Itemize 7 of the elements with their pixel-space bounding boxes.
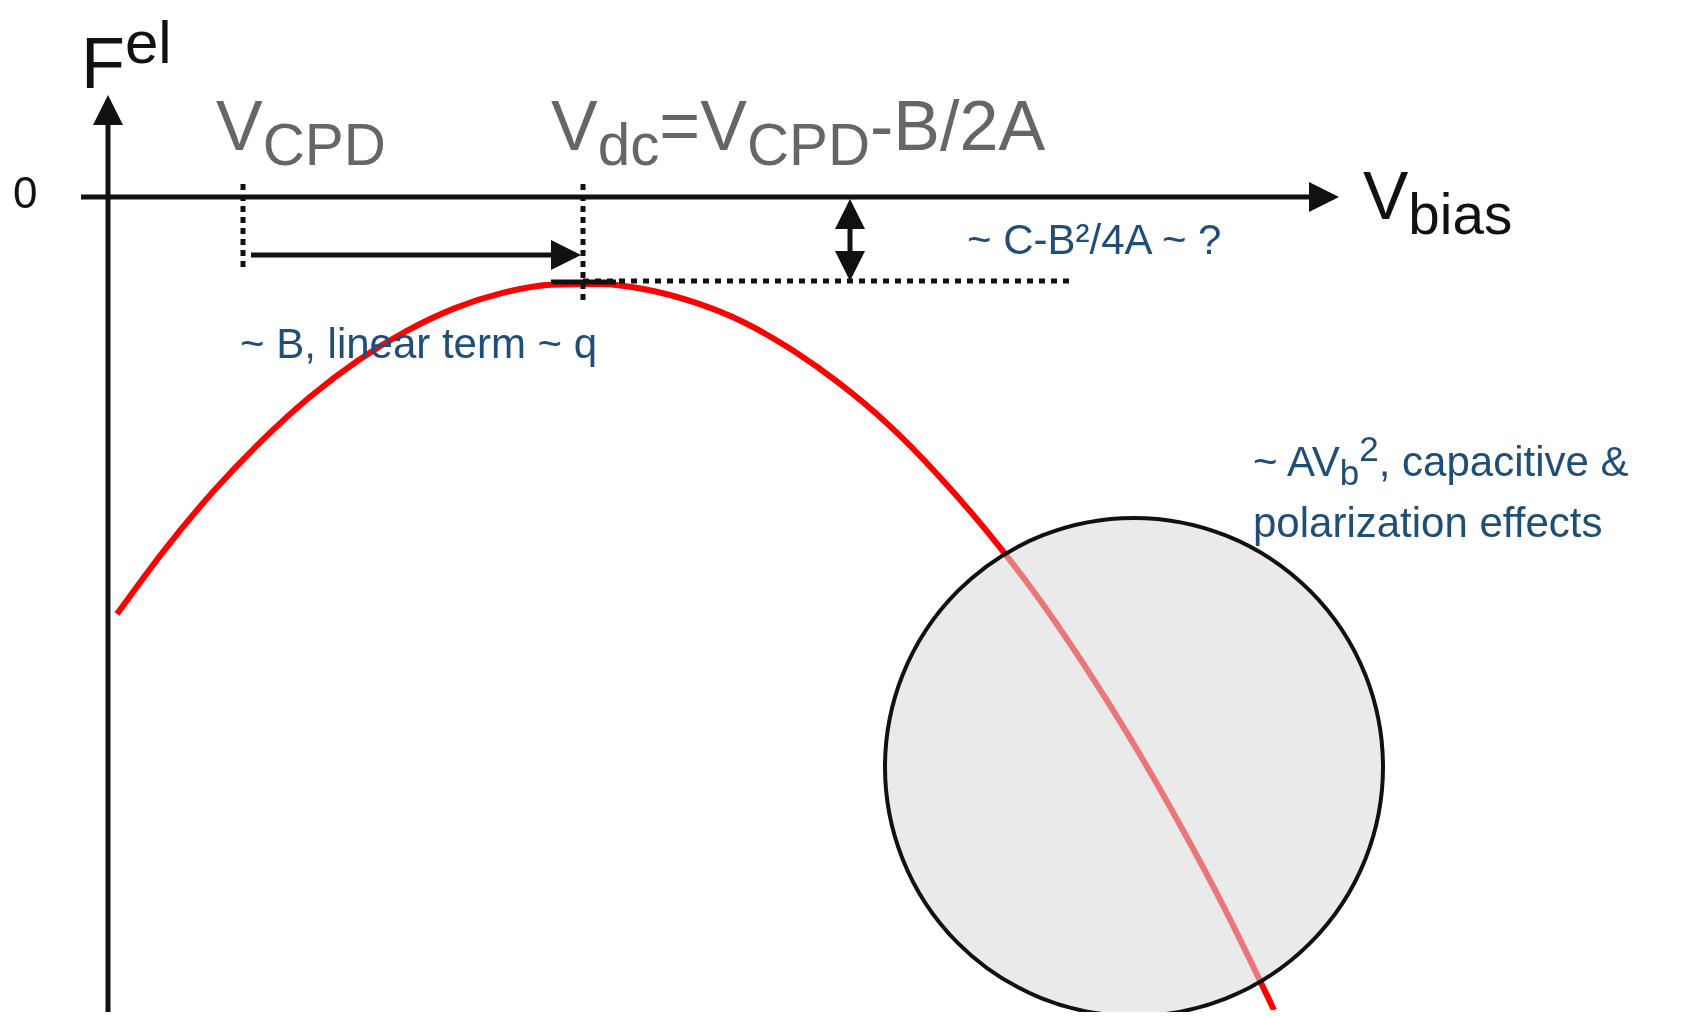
- text: 0: [13, 168, 38, 218]
- text: V$_{dc}$=V$_{CPD}$-B/2A: [551, 86, 1046, 178]
- annotation: ~ AV$_{b}$$^{2}$, capacitive & polarization effects: [1253, 428, 1630, 548]
- y-axis-title: F$^{el}$: [81, 8, 172, 104]
- x-axis-title: V$_{bias}$: [1363, 156, 1513, 247]
- annotation: ~ C-B²/4A ~ ?: [967, 216, 1222, 264]
- text: V$_{CPD}$: [216, 86, 386, 178]
